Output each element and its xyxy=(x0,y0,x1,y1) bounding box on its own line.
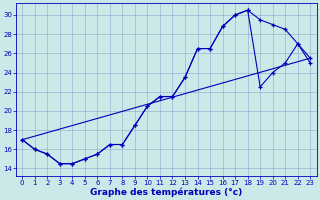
X-axis label: Graphe des températures (°c): Graphe des températures (°c) xyxy=(90,187,242,197)
